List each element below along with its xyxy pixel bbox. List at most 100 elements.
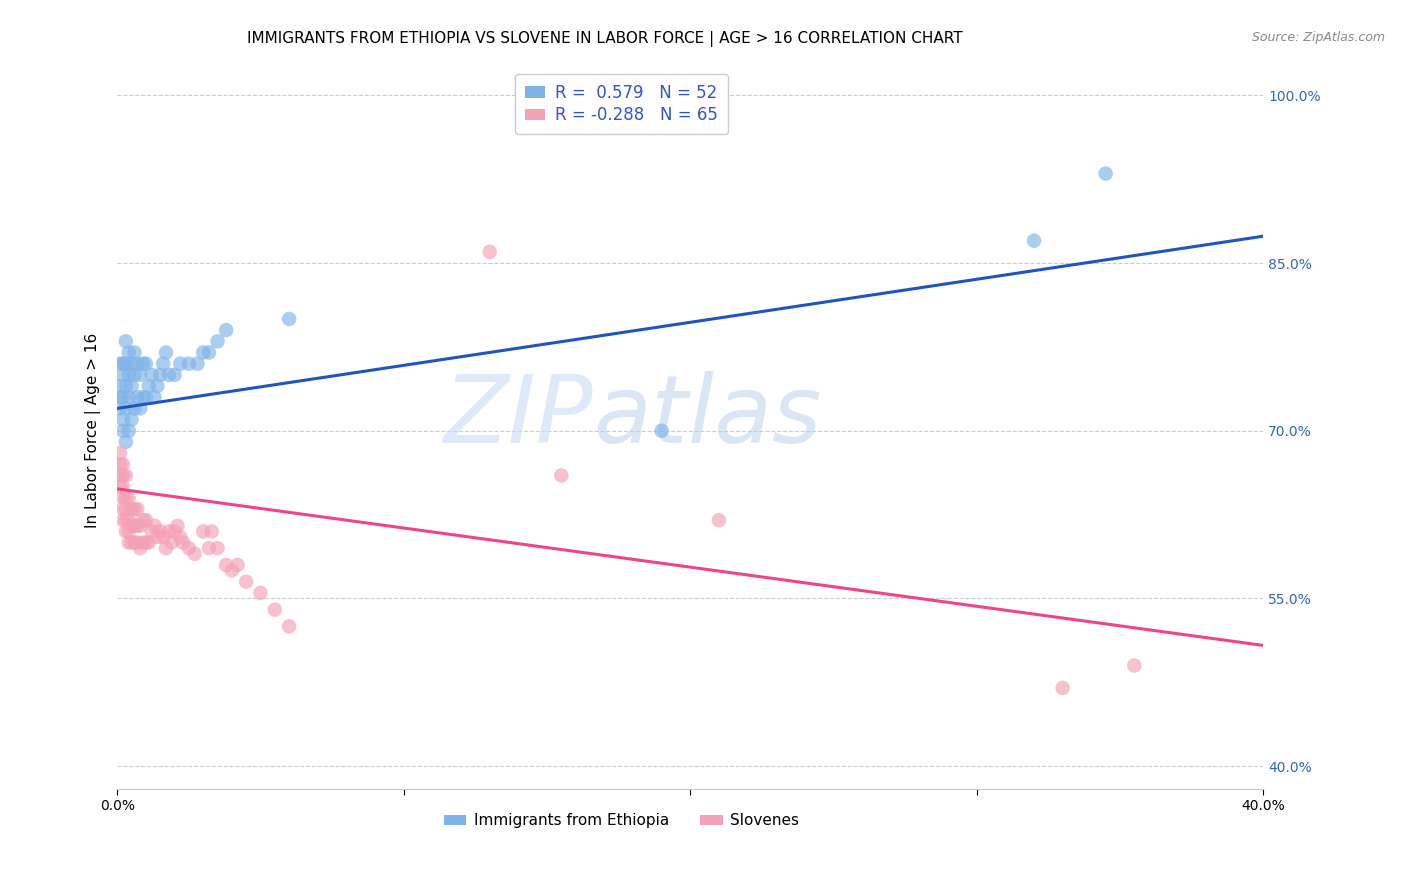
Point: [160, 535, 183, 549]
Point: [651, 424, 673, 438]
Point: [115, 524, 138, 539]
Point: [135, 390, 157, 404]
Point: [226, 558, 249, 572]
Point: [118, 535, 141, 549]
Point: [278, 619, 301, 633]
Point: [111, 368, 134, 382]
Point: [115, 468, 138, 483]
Point: [115, 379, 138, 393]
Point: [115, 357, 138, 371]
Point: [132, 390, 155, 404]
Point: [108, 446, 131, 460]
Point: [129, 368, 152, 382]
Point: [207, 541, 229, 556]
Text: ZIP: ZIP: [443, 371, 593, 462]
Point: [155, 541, 177, 556]
Point: [215, 558, 238, 572]
Point: [115, 401, 138, 416]
Point: [124, 345, 146, 359]
Point: [152, 357, 174, 371]
Point: [143, 518, 166, 533]
Legend: Immigrants from Ethiopia, Slovenes: Immigrants from Ethiopia, Slovenes: [437, 807, 806, 835]
Point: [121, 502, 143, 516]
Point: [108, 468, 131, 483]
Point: [249, 586, 271, 600]
Point: [124, 401, 146, 416]
Point: [118, 345, 141, 359]
Point: [124, 368, 146, 382]
Point: [169, 530, 191, 544]
Point: [111, 424, 134, 438]
Point: [157, 368, 180, 382]
Point: [235, 574, 257, 589]
Point: [129, 401, 152, 416]
Point: [124, 535, 146, 549]
Point: [108, 401, 131, 416]
Point: [111, 502, 134, 516]
Point: [129, 541, 152, 556]
Point: [198, 541, 221, 556]
Point: [707, 513, 730, 527]
Point: [111, 458, 134, 472]
Point: [121, 379, 143, 393]
Point: [166, 518, 188, 533]
Text: IMMIGRANTS FROM ETHIOPIA VS SLOVENE IN LABOR FORCE | AGE > 16 CORRELATION CHART: IMMIGRANTS FROM ETHIOPIA VS SLOVENE IN L…: [247, 31, 962, 47]
Point: [127, 502, 149, 516]
Point: [118, 513, 141, 527]
Point: [111, 412, 134, 426]
Point: [221, 564, 243, 578]
Point: [121, 535, 143, 549]
Point: [163, 524, 186, 539]
Point: [121, 357, 143, 371]
Point: [135, 513, 157, 527]
Point: [111, 390, 134, 404]
Point: [278, 312, 301, 326]
Point: [135, 535, 157, 549]
Point: [111, 480, 134, 494]
Point: [193, 524, 215, 539]
Point: [115, 513, 138, 527]
Point: [143, 390, 166, 404]
Point: [193, 345, 215, 359]
Point: [198, 345, 221, 359]
Point: [118, 491, 141, 505]
Point: [115, 334, 138, 349]
Point: [478, 244, 501, 259]
Y-axis label: In Labor Force | Age > 16: In Labor Force | Age > 16: [86, 333, 101, 528]
Point: [207, 334, 229, 349]
Point: [115, 434, 138, 449]
Point: [108, 379, 131, 393]
Point: [1052, 681, 1074, 695]
Point: [155, 345, 177, 359]
Point: [138, 379, 160, 393]
Point: [115, 502, 138, 516]
Point: [115, 491, 138, 505]
Point: [118, 424, 141, 438]
Point: [111, 468, 134, 483]
Point: [163, 368, 186, 382]
Point: [111, 491, 134, 505]
Point: [111, 357, 134, 371]
Point: [177, 541, 200, 556]
Point: [132, 535, 155, 549]
Text: atlas: atlas: [593, 371, 821, 462]
Point: [118, 390, 141, 404]
Point: [152, 530, 174, 544]
Point: [169, 357, 191, 371]
Point: [127, 357, 149, 371]
Point: [132, 513, 155, 527]
Point: [138, 535, 160, 549]
Point: [124, 518, 146, 533]
Point: [141, 368, 163, 382]
Point: [146, 530, 169, 544]
Point: [118, 524, 141, 539]
Point: [108, 390, 131, 404]
Point: [1094, 167, 1116, 181]
Point: [127, 535, 149, 549]
Point: [141, 524, 163, 539]
Point: [177, 357, 200, 371]
Point: [127, 518, 149, 533]
Point: [132, 357, 155, 371]
Point: [124, 502, 146, 516]
Point: [1123, 658, 1146, 673]
